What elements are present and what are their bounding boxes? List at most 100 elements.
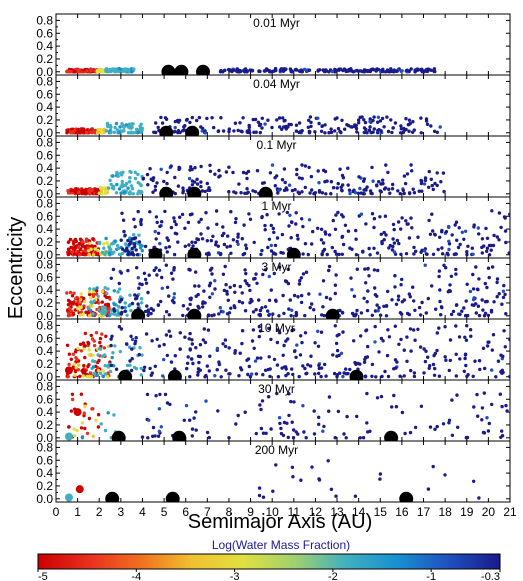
planetesimal-point — [228, 285, 232, 289]
planetesimal-point — [144, 332, 149, 336]
planetesimal-point — [173, 129, 177, 134]
planetesimal-point — [282, 343, 286, 348]
planetesimal-point — [289, 70, 294, 74]
planetesimal-point — [303, 242, 308, 246]
planetesimal-point — [371, 118, 375, 123]
planetesimal-point — [114, 121, 119, 126]
planetesimal-point — [190, 115, 194, 120]
planetesimal-point — [381, 178, 385, 182]
planetesimal-point — [413, 425, 418, 430]
planetesimal-point — [272, 271, 276, 276]
planetesimal-point — [155, 181, 159, 185]
planetesimal-point — [160, 220, 164, 224]
x-tick-label: 19 — [460, 505, 474, 519]
panel-2: 0.00.20.40.60.8 0.1 Myr — [36, 135, 511, 201]
planetesimal-point — [96, 369, 101, 373]
planetesimal-point — [383, 369, 387, 374]
planetesimal-point — [457, 335, 462, 339]
planetesimal-point — [186, 307, 190, 311]
planetesimal-point — [387, 187, 391, 191]
planetesimal-point — [278, 125, 282, 129]
planetesimal-point — [149, 306, 153, 311]
planetesimal-point — [176, 240, 180, 244]
planetesimal-point — [363, 374, 368, 378]
planetesimal-point — [307, 165, 311, 170]
planetesimal-point — [460, 230, 464, 234]
planetesimal-point — [285, 188, 289, 192]
planetesimal-point — [409, 67, 413, 71]
planetesimal-point — [494, 375, 498, 379]
planetesimal-point — [379, 129, 383, 133]
planetesimal-point — [210, 266, 214, 270]
planetesimal-point — [503, 345, 507, 349]
planetesimal-point — [420, 69, 424, 73]
planetesimal-point — [225, 312, 230, 316]
planetesimal-point — [410, 226, 414, 230]
planetesimal-point — [363, 267, 367, 271]
planetesimal-point — [81, 374, 85, 378]
planetesimal-point — [483, 366, 487, 371]
planetesimal-point — [288, 298, 292, 302]
planetesimal-point — [113, 67, 118, 71]
planetesimal-point — [96, 425, 101, 429]
y-tick-label: 0.2 — [36, 479, 53, 493]
planetesimal-point — [394, 405, 399, 409]
panel-points — [65, 263, 508, 319]
planetesimal-point — [70, 188, 74, 193]
planetesimal-point — [202, 327, 206, 331]
planetesimal-point — [477, 277, 481, 281]
planetesimal-point — [447, 288, 452, 293]
planetesimal-point — [462, 237, 466, 241]
planetesimal-point — [240, 301, 245, 305]
planetesimal-point — [374, 69, 378, 73]
planetesimal-point — [111, 351, 115, 355]
planetesimal-point — [94, 331, 99, 335]
planetesimal-point — [158, 392, 162, 397]
planetesimal-point — [404, 219, 408, 223]
planetesimal-point — [109, 312, 114, 316]
planetesimal-point — [188, 120, 192, 125]
planetesimal-point — [303, 185, 307, 190]
planetesimal-point — [81, 252, 85, 256]
planetesimal-point — [335, 116, 339, 120]
planetesimal-point — [286, 372, 290, 376]
planetesimal-point — [420, 300, 424, 305]
planetesimal-point — [83, 299, 87, 304]
planetesimal-point — [357, 118, 361, 122]
planetesimal-point — [146, 436, 150, 440]
x-tick-label: 2 — [96, 505, 103, 519]
planetesimal-point — [316, 68, 320, 72]
planetesimal-point — [147, 418, 151, 422]
planetesimal-point — [180, 212, 185, 217]
planetesimal-point — [150, 339, 154, 343]
planetesimal-point — [281, 353, 285, 357]
planetesimal-point — [454, 272, 458, 276]
planetesimal-point — [432, 373, 437, 377]
planetesimal-point — [225, 289, 229, 294]
planetesimal-point — [149, 177, 153, 181]
planetesimal-point — [162, 179, 166, 184]
planetesimal-point — [294, 222, 298, 226]
planetesimal-point — [378, 477, 382, 481]
planetesimal-point — [379, 182, 383, 186]
planetesimal-point — [454, 267, 458, 272]
planetesimal-point — [303, 164, 308, 168]
planetesimal-point — [100, 300, 105, 304]
planetesimal-point — [189, 165, 193, 169]
giant-planet-point — [258, 186, 273, 197]
planetesimal-point — [109, 276, 114, 280]
planetesimal-point — [100, 354, 105, 358]
planetesimal-point — [224, 283, 228, 287]
planetesimal-point — [178, 331, 182, 335]
planetesimal-point — [396, 294, 401, 298]
planetesimal-point — [108, 297, 112, 301]
planetesimal-point — [191, 244, 195, 248]
planetesimal-point — [190, 342, 194, 346]
planetesimal-point — [117, 304, 121, 309]
planetesimal-point — [165, 181, 169, 186]
planetesimal-point — [128, 180, 132, 184]
planetesimal-point — [119, 271, 124, 275]
planetesimal-point — [145, 392, 150, 397]
planetesimal-point — [225, 292, 229, 296]
planetesimal-point — [221, 225, 225, 229]
